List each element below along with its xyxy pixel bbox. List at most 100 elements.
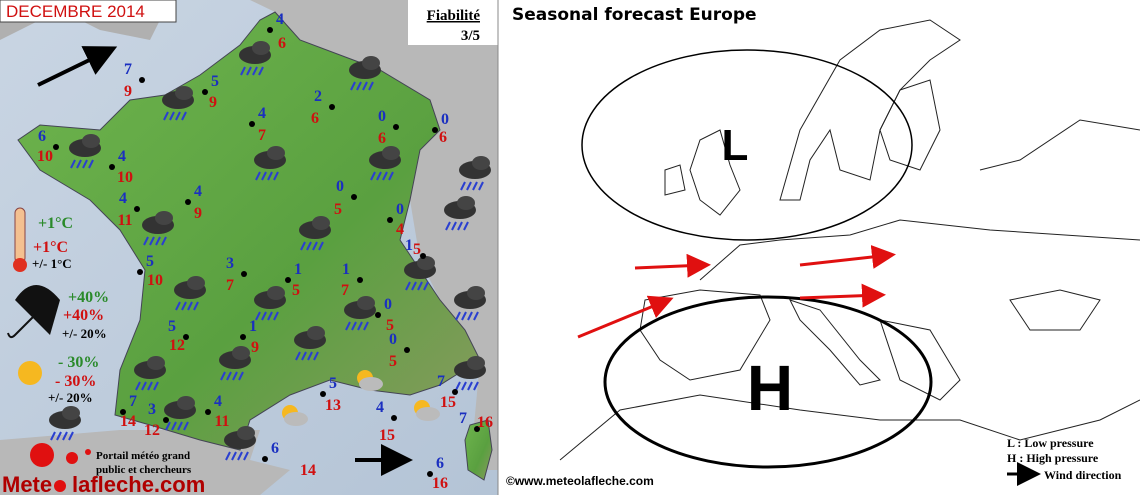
weather-icon bbox=[254, 146, 286, 181]
cloud bbox=[237, 426, 255, 440]
min-temp: 1 bbox=[342, 261, 350, 278]
legend-text: +40% bbox=[68, 289, 109, 306]
weather-icon bbox=[142, 211, 174, 246]
portal-text: public et chercheurs bbox=[96, 464, 192, 476]
cloud bbox=[382, 146, 400, 160]
logo-dot bbox=[54, 480, 66, 492]
min-temp: 1 bbox=[405, 237, 413, 254]
max-temp: 6 bbox=[439, 129, 447, 146]
station-dot bbox=[262, 456, 268, 462]
rain bbox=[153, 381, 159, 391]
rain bbox=[70, 159, 76, 169]
reliability-box bbox=[408, 0, 498, 45]
logo-text: lafleche.com bbox=[72, 472, 205, 495]
weather-icon bbox=[162, 86, 194, 121]
station-dot bbox=[241, 271, 247, 277]
rain bbox=[455, 381, 461, 391]
station-dot bbox=[240, 334, 246, 340]
rain bbox=[181, 301, 187, 311]
station-dot bbox=[202, 89, 208, 95]
rain bbox=[171, 421, 177, 431]
rain bbox=[258, 66, 264, 76]
rain bbox=[301, 351, 307, 361]
rain bbox=[246, 66, 252, 76]
logo-dot bbox=[85, 449, 91, 455]
max-temp: 16 bbox=[432, 475, 448, 492]
max-temp: 13 bbox=[325, 397, 341, 414]
thermometer-bulb bbox=[13, 258, 27, 272]
rain bbox=[466, 181, 472, 191]
cloud bbox=[187, 276, 205, 290]
max-temp: 7 bbox=[226, 277, 234, 294]
rain bbox=[345, 321, 351, 331]
min-temp: 7 bbox=[124, 61, 132, 78]
min-temp: 4 bbox=[118, 148, 126, 165]
rain bbox=[460, 181, 466, 191]
max-temp: 5 bbox=[292, 282, 300, 299]
max-temp: 4 bbox=[396, 221, 404, 238]
station-dot bbox=[109, 164, 115, 170]
min-temp: 5 bbox=[146, 253, 154, 270]
min-temp: 1 bbox=[249, 318, 257, 335]
title-box bbox=[0, 0, 177, 23]
rain bbox=[220, 371, 226, 381]
min-temp: 4 bbox=[376, 399, 384, 416]
rain bbox=[149, 236, 155, 246]
max-temp: 10 bbox=[37, 148, 53, 165]
max-temp: 5 bbox=[413, 241, 421, 258]
legend-text: +1°C bbox=[38, 215, 73, 232]
station-dot bbox=[137, 269, 143, 275]
max-temp: 6 bbox=[311, 110, 319, 127]
station-dot bbox=[427, 471, 433, 477]
station-dot bbox=[205, 409, 211, 415]
cloud bbox=[357, 296, 375, 310]
max-temp: 10 bbox=[147, 272, 163, 289]
min-temp: 0 bbox=[396, 201, 404, 218]
rain bbox=[56, 431, 62, 441]
max-temp: 10 bbox=[117, 169, 133, 186]
rain bbox=[267, 311, 273, 321]
rain bbox=[472, 181, 478, 191]
legend-text: +40% bbox=[63, 307, 104, 324]
weather-icon bbox=[349, 56, 381, 91]
min-temp: 5 bbox=[168, 318, 176, 335]
wind-arrow bbox=[37, 46, 118, 87]
sun bbox=[18, 361, 42, 385]
rain bbox=[68, 431, 74, 441]
legend-high: H : High pressure bbox=[1007, 451, 1099, 465]
rain bbox=[363, 321, 369, 331]
min-temp: 5 bbox=[211, 73, 219, 90]
cloud bbox=[307, 326, 325, 340]
rain bbox=[231, 451, 237, 461]
rain bbox=[62, 431, 68, 441]
rain bbox=[175, 301, 181, 311]
rain bbox=[135, 381, 141, 391]
legend-low: L : Low pressure bbox=[1007, 436, 1094, 450]
rain bbox=[473, 381, 479, 391]
copyright: ©www.meteolafleche.com bbox=[506, 474, 654, 488]
station-dot bbox=[404, 347, 410, 353]
legend-text: - 30% bbox=[55, 373, 96, 390]
rain bbox=[255, 171, 261, 181]
weather-icon bbox=[219, 346, 251, 381]
station-dot bbox=[53, 144, 59, 150]
max-temp: 9 bbox=[251, 339, 259, 356]
min-temp: 7 bbox=[129, 393, 137, 410]
weather-icon bbox=[369, 146, 401, 181]
rain bbox=[463, 221, 469, 231]
legend-text: - 30% bbox=[58, 354, 99, 371]
reliability-value: 3/5 bbox=[461, 28, 480, 44]
rain bbox=[312, 241, 318, 251]
rain bbox=[243, 451, 249, 461]
cloud bbox=[177, 396, 195, 410]
legend-text: +/- 20% bbox=[62, 326, 107, 341]
min-temp: 4 bbox=[119, 190, 127, 207]
station-dot bbox=[320, 391, 326, 397]
rain bbox=[82, 159, 88, 169]
max-temp: 15 bbox=[379, 427, 395, 444]
weather-icon bbox=[454, 356, 486, 391]
rain bbox=[238, 371, 244, 381]
min-temp: 6 bbox=[436, 455, 444, 472]
rain bbox=[370, 171, 376, 181]
rain bbox=[225, 451, 231, 461]
